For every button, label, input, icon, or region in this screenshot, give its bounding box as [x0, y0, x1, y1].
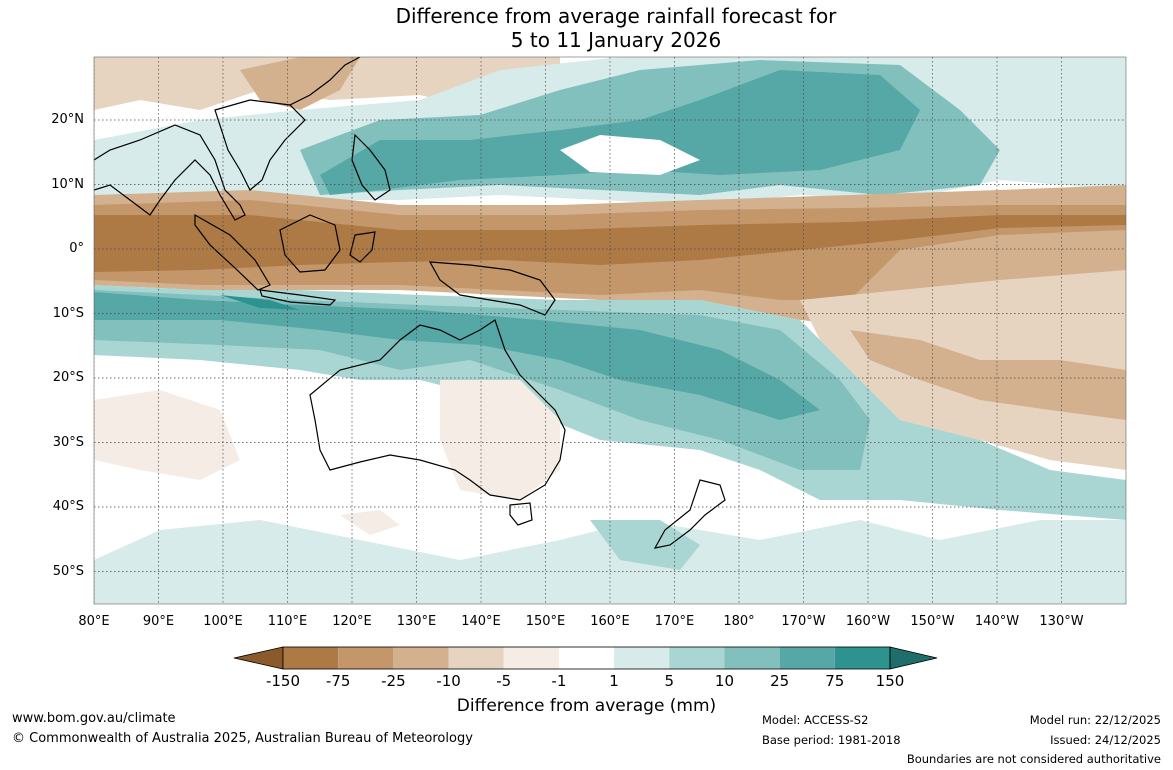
latitude-label: 50°S	[52, 563, 84, 579]
latitude-label: 0°	[69, 241, 84, 256]
longitude-label: 170°W	[781, 614, 826, 629]
longitude-label: 110°E	[267, 614, 308, 629]
map-title: Difference from average rainfall forecas…	[0, 4, 1173, 52]
colorbar-swatch	[614, 647, 670, 669]
longitude-label: 130°W	[1039, 614, 1084, 629]
colorbar-tick-label: -10	[436, 672, 461, 690]
java-coast	[259, 289, 337, 306]
south-strong-teal	[220, 295, 300, 310]
longitude-label: 100°E	[203, 614, 243, 629]
disclaimer-text: Boundaries are not considered authoritat…	[906, 752, 1161, 766]
colorbar-swatch	[338, 647, 394, 669]
colorbar-tick-label: 75	[825, 672, 845, 690]
colorbar-swatch	[448, 647, 504, 669]
longitude-label: 150°E	[525, 614, 566, 629]
colorbar-tick-label: -25	[381, 672, 406, 690]
australia-interior-tan	[440, 380, 560, 500]
longitude-label: 90°E	[142, 614, 175, 629]
west-tan-patch	[94, 390, 240, 480]
south-indian-tan	[340, 510, 400, 535]
map-panel	[94, 57, 1126, 604]
colorbar-tick-label: 10	[714, 672, 734, 690]
latitude-label: 20°S	[52, 370, 84, 385]
longitude-label: 130°E	[396, 614, 437, 629]
colorbar-arrow-left	[233, 646, 284, 670]
new-zealand-coast	[653, 479, 726, 549]
latitude-label: 30°S	[52, 434, 84, 450]
colorbar-tick-label: -75	[325, 672, 351, 690]
colorbar-title: Difference from average (mm)	[456, 696, 717, 716]
colorbar-tick-label: 150	[875, 672, 905, 690]
colorbar-tick-label: -1	[551, 672, 567, 690]
longitude-label: 80°E	[78, 614, 110, 629]
colorbar-swatch	[779, 647, 835, 669]
colorbar-swatch	[834, 647, 890, 669]
longitude-label: 180°	[723, 614, 755, 629]
title-line-1: Difference from average rainfall forecas…	[395, 4, 837, 28]
south-teal	[94, 290, 870, 470]
model-text: Model: ACCESS-S2	[762, 713, 869, 727]
colorbar-tick-label: -5	[496, 672, 512, 690]
longitude-label: 120°E	[332, 614, 372, 629]
colorbar-swatch	[558, 647, 615, 669]
longitude-label: 140°W	[974, 614, 1020, 629]
sulawesi-coast	[349, 231, 376, 263]
website-link[interactable]: www.bom.gov.au/climate	[12, 711, 176, 726]
indochina-coast	[214, 99, 306, 191]
issued-text: Issued: 24/12/2025	[1050, 733, 1161, 747]
southeast-brown-patch	[850, 330, 1126, 420]
latitude-label: 10°S	[52, 305, 84, 321]
latitude-label: 10°N	[51, 176, 84, 192]
coastlines	[94, 57, 726, 549]
copyright-text: © Commonwealth of Australia 2025, Austra…	[12, 731, 473, 746]
latitude-label: 20°N	[51, 112, 84, 127]
new-guinea-coast	[428, 261, 556, 316]
longitude-label: 160°W	[845, 614, 891, 629]
longitude-label: 160°E	[590, 614, 630, 629]
sumatra-coast	[194, 213, 271, 291]
colorbar-frame	[282, 646, 891, 670]
north-white-patch	[560, 135, 700, 175]
graticule	[94, 57, 1126, 604]
north-tan-patch	[240, 57, 360, 110]
philippines-coast	[351, 133, 391, 201]
colorbar	[233, 646, 938, 670]
tasmania-coast	[509, 502, 533, 526]
longitude-label: 140°E	[461, 614, 501, 629]
longitude-label: 150°W	[910, 614, 955, 629]
colorbar-swatch	[503, 647, 559, 669]
colorbar-arrow-right	[889, 646, 938, 670]
map-frame	[93, 56, 1127, 605]
colorbar-tick-label: -150	[265, 672, 301, 690]
colorbar-tick-label: 1	[609, 672, 619, 690]
south-teal-core	[94, 292, 820, 420]
mainland-sea-coast	[94, 124, 246, 221]
colorbar-swatch	[724, 647, 780, 669]
latitude-label: 40°S	[52, 499, 84, 514]
longitude-label: 170°E	[654, 614, 695, 629]
china-coast	[289, 57, 361, 106]
colorbar-swatch	[669, 647, 725, 669]
australia-coast	[309, 319, 566, 501]
colorbar-swatch	[393, 647, 449, 669]
model-run-text: Model run: 22/12/2025	[1029, 713, 1161, 727]
colorbar-tick-label: 5	[664, 672, 675, 690]
base-period-text: Base period: 1981-2018	[762, 733, 901, 747]
north-teal-core	[320, 70, 920, 195]
title-line-2: 5 to 11 January 2026	[510, 28, 722, 52]
colorbar-swatch	[283, 647, 339, 669]
colorbar-tick-label: 25	[770, 672, 790, 690]
tasman-teal	[590, 520, 700, 570]
